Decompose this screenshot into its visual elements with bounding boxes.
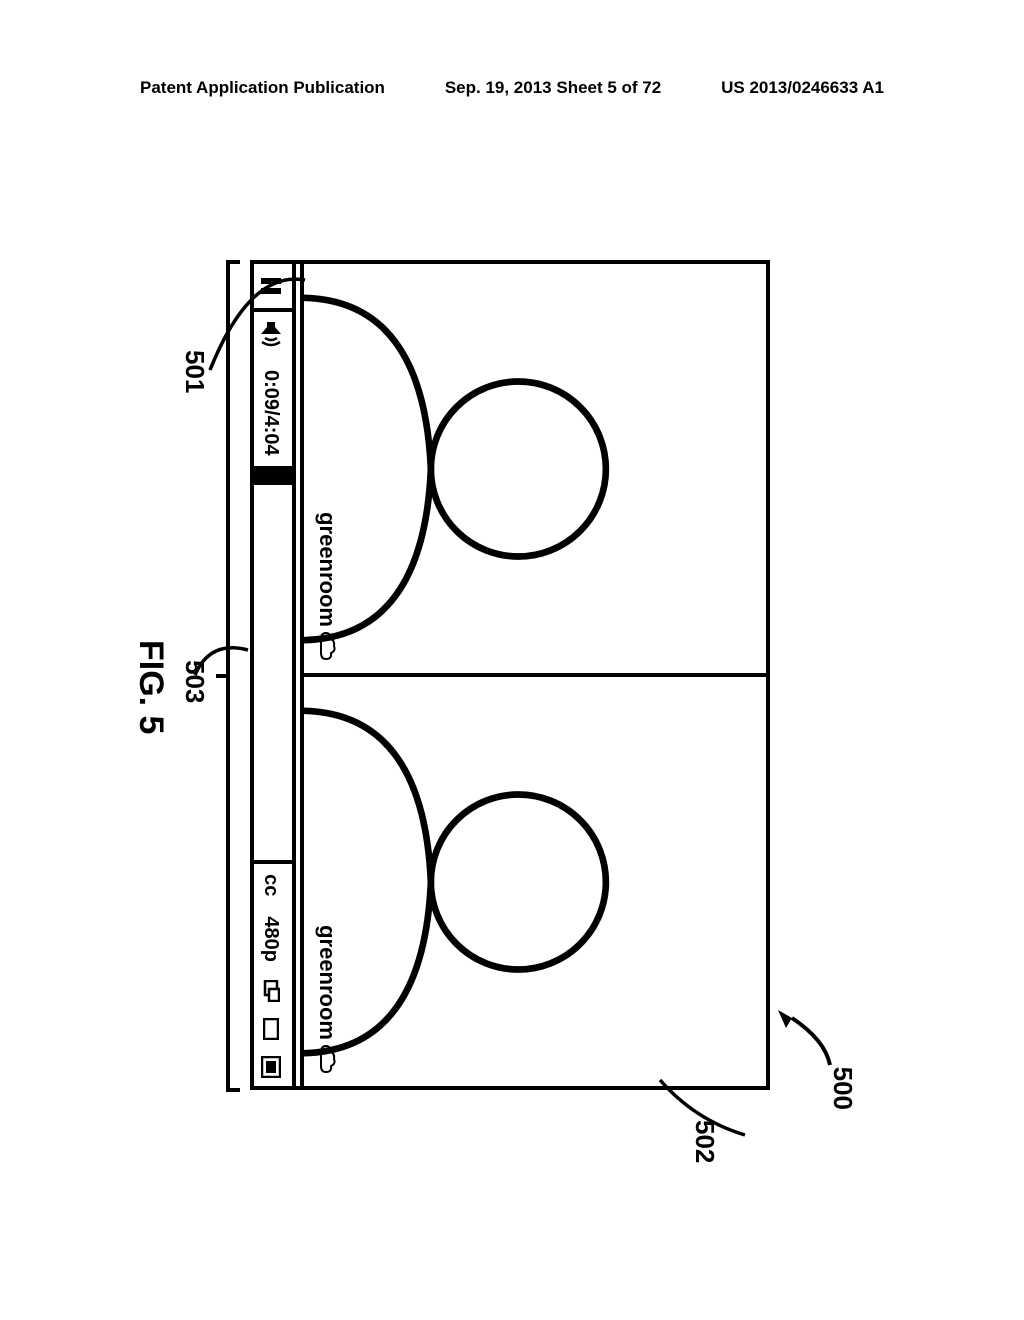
video-tile-left: greenroom xyxy=(300,260,770,677)
popout-icon xyxy=(262,980,280,1002)
header-left: Patent Application Publication xyxy=(140,78,385,98)
ref-500-lead: 500 xyxy=(765,980,840,1070)
cloud-icon xyxy=(317,631,337,661)
quality-button[interactable]: 480p xyxy=(260,906,283,972)
figure-wrap: 500 greenroom xyxy=(140,180,870,1180)
popout-button[interactable] xyxy=(250,972,292,1010)
ref-503-label: 503 xyxy=(179,660,210,703)
progress-bar[interactable] xyxy=(250,470,292,861)
header-right: US 2013/0246633 A1 xyxy=(721,78,884,98)
watermark-text: greenroom xyxy=(314,925,340,1040)
cc-button[interactable]: cc xyxy=(260,864,283,906)
watermark-text: greenroom xyxy=(314,512,340,627)
page-header: Patent Application Publication Sep. 19, … xyxy=(0,78,1024,98)
control-bar-right: cc 480p xyxy=(250,860,292,1086)
fullscreen-icon xyxy=(261,1056,281,1078)
video-player: greenroom greenroom xyxy=(250,260,770,1090)
video-area: greenroom greenroom xyxy=(296,264,766,1086)
fullscreen-button[interactable] xyxy=(250,1048,292,1086)
person-silhouette-icon xyxy=(300,264,623,673)
video-tile-right: greenroom xyxy=(300,673,770,1090)
theatre-button[interactable] xyxy=(250,1010,292,1048)
header-center: Sep. 19, 2013 Sheet 5 of 72 xyxy=(445,78,661,98)
bracket-503 xyxy=(214,258,242,1094)
ref-502-label: 502 xyxy=(689,1120,720,1163)
cloud-icon xyxy=(317,1044,337,1074)
ref-501-label: 501 xyxy=(179,350,210,393)
time-total: 4:04 xyxy=(260,416,283,456)
figure-caption: FIG. 5 xyxy=(131,640,170,734)
tile-watermark-right: greenroom xyxy=(314,925,340,1074)
rectangle-icon xyxy=(263,1018,279,1040)
tile-watermark-left: greenroom xyxy=(314,512,340,661)
figure-stage: 500 greenroom xyxy=(140,180,870,1180)
progress-fill xyxy=(250,470,292,486)
person-silhouette-icon xyxy=(300,677,623,1086)
ref-500-label: 500 xyxy=(827,1067,858,1110)
